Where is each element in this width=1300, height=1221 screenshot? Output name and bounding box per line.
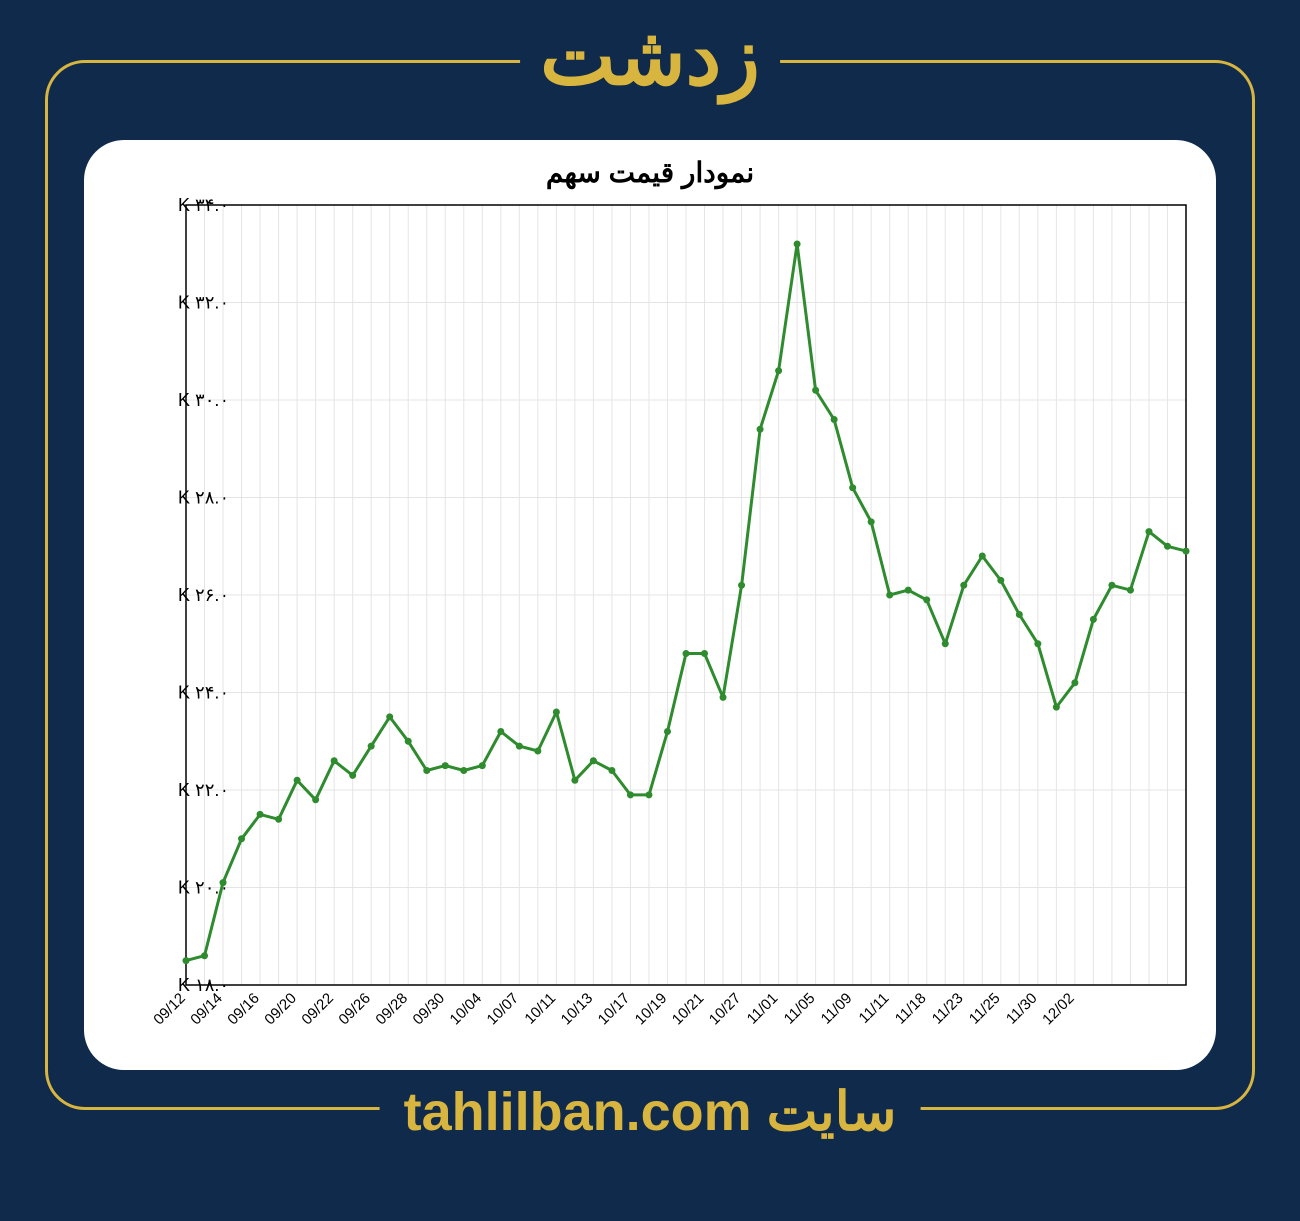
price-series-point [1071, 679, 1078, 686]
price-series-point [905, 587, 912, 594]
price-series-point [831, 416, 838, 423]
price-series-point [460, 767, 467, 774]
price-series-point [516, 743, 523, 750]
x-tick-label: 09/22 [298, 990, 337, 1029]
price-series-point [479, 762, 486, 769]
price-series-point [849, 484, 856, 491]
price-series-point [220, 879, 227, 886]
x-tick-label: 09/14 [187, 990, 226, 1029]
price-series-point [979, 553, 986, 560]
price-series-point [868, 518, 875, 525]
price-series-point [312, 796, 319, 803]
price-series-point [645, 791, 652, 798]
price-series-point [1145, 528, 1152, 535]
price-series-point [201, 952, 208, 959]
price-series-point [1016, 611, 1023, 618]
price-series-point [664, 728, 671, 735]
price-series-point [794, 241, 801, 248]
x-tick-label: 11/09 [818, 990, 856, 1028]
x-tick-label: 10/17 [595, 990, 634, 1029]
x-tick-label: 10/11 [521, 990, 559, 1028]
price-series-point [942, 640, 949, 647]
price-series-point [757, 426, 764, 433]
x-tick-label: 11/05 [781, 990, 819, 1028]
chart-plot-area: ۱۸.۰ K۲۰.۰ K۲۲.۰ K۲۴.۰ K۲۶.۰ K۲۸.۰ K۳۰.۰… [106, 195, 1194, 1055]
price-series-point [923, 596, 930, 603]
price-series-point [886, 592, 893, 599]
price-series-point [590, 757, 597, 764]
price-series-point [331, 757, 338, 764]
x-tick-label: 10/04 [447, 990, 486, 1029]
price-series-point [701, 650, 708, 657]
price-series-point [1164, 543, 1171, 550]
x-tick-label: 12/02 [1039, 990, 1078, 1029]
x-tick-label: 09/20 [261, 990, 300, 1029]
price-series-point [720, 694, 727, 701]
price-series-point [294, 777, 301, 784]
x-tick-label: 09/12 [150, 990, 189, 1029]
price-series-point [386, 713, 393, 720]
price-series-point [627, 791, 634, 798]
x-tick-label: 11/11 [856, 990, 893, 1027]
price-series-point [423, 767, 430, 774]
x-tick-label: 11/23 [929, 990, 967, 1028]
line-chart-svg: ۱۸.۰ K۲۰.۰ K۲۲.۰ K۲۴.۰ K۲۶.۰ K۲۸.۰ K۳۰.۰… [106, 195, 1194, 1055]
footer-prefix: سایت [767, 1082, 897, 1142]
price-series-point [683, 650, 690, 657]
x-tick-label: 11/25 [966, 990, 1004, 1028]
price-series-point [1108, 582, 1115, 589]
price-series-point [1053, 704, 1060, 711]
x-tick-label: 10/07 [484, 990, 523, 1029]
price-series-point [497, 728, 504, 735]
x-tick-label: 09/30 [410, 990, 449, 1029]
price-series-point [257, 811, 264, 818]
price-series-point [571, 777, 578, 784]
price-series-point [775, 367, 782, 374]
chart-card: نمودار قیمت سهم ۱۸.۰ K۲۰.۰ K۲۲.۰ K۲۴.۰ K… [84, 140, 1216, 1070]
price-series-point [738, 582, 745, 589]
price-series-point [1183, 548, 1190, 555]
x-tick-label: 09/26 [335, 990, 374, 1029]
price-series-point [405, 738, 412, 745]
footer-label: سایت tahlilban.com [380, 1080, 921, 1143]
x-tick-label: 09/28 [372, 990, 411, 1029]
x-tick-label: 11/18 [892, 990, 930, 1028]
price-series-point [349, 772, 356, 779]
price-series-point [534, 748, 541, 755]
price-series-point [553, 709, 560, 716]
price-series-point [960, 582, 967, 589]
price-series-point [1090, 616, 1097, 623]
price-series-point [275, 816, 282, 823]
footer-site: tahlilban.com [404, 1082, 752, 1142]
price-series-point [368, 743, 375, 750]
price-series-point [997, 577, 1004, 584]
x-tick-label: 10/21 [669, 990, 708, 1029]
x-tick-label: 11/30 [1003, 990, 1041, 1028]
price-series-point [183, 957, 190, 964]
x-tick-label: 11/01 [744, 990, 782, 1028]
price-series-point [1127, 587, 1134, 594]
chart-title: نمودار قیمت سهم [106, 152, 1194, 195]
page-title: زدشت [520, 17, 780, 97]
price-series-point [1034, 640, 1041, 647]
price-series-point [238, 835, 245, 842]
x-tick-label: 10/19 [632, 990, 671, 1029]
x-tick-label: 10/13 [558, 990, 597, 1029]
price-series-point [442, 762, 449, 769]
x-tick-label: 10/27 [706, 990, 745, 1029]
price-series-point [812, 387, 819, 394]
x-tick-label: 09/16 [224, 990, 263, 1029]
price-series-point [608, 767, 615, 774]
